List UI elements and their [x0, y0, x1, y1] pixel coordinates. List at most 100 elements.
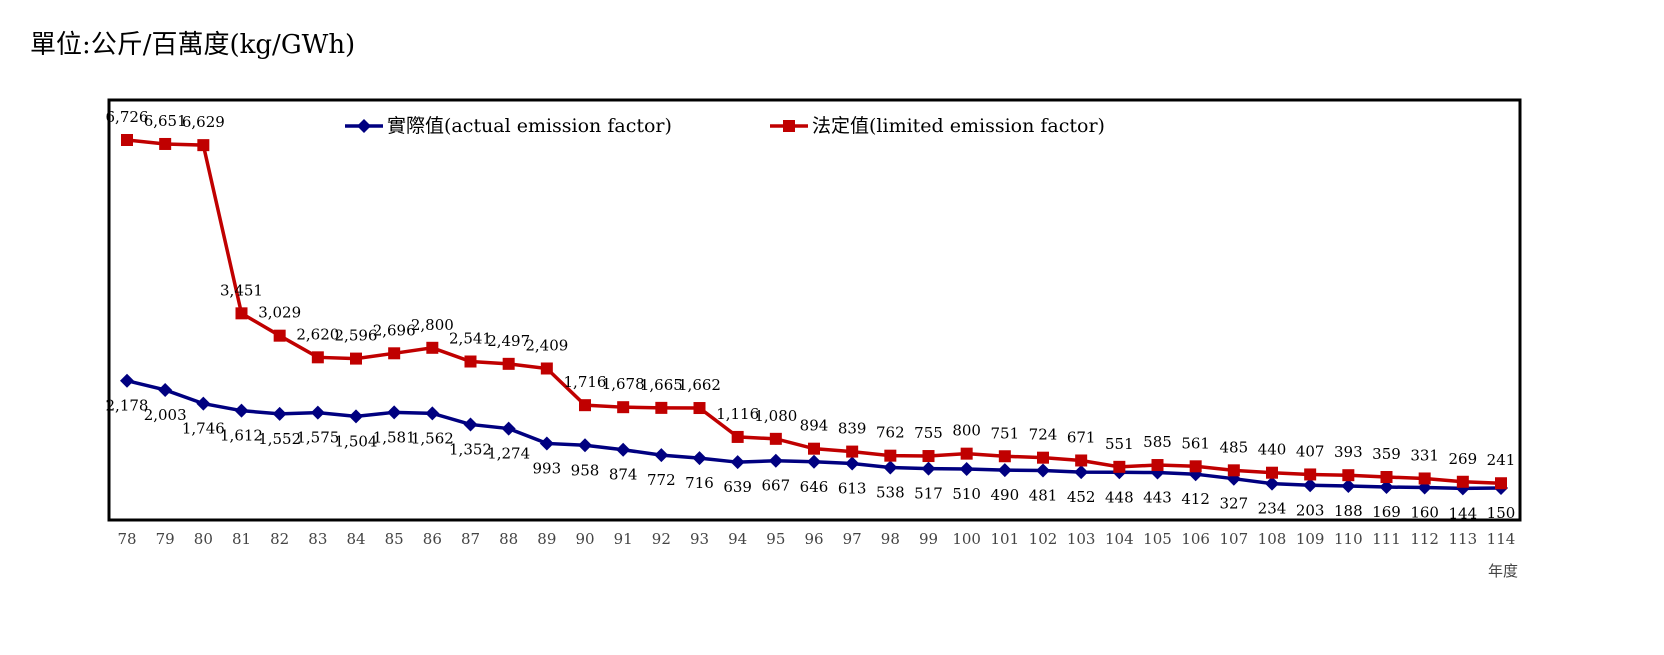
data-label: 1,080 [754, 407, 797, 425]
data-point [1456, 475, 1469, 488]
data-label: 585 [1143, 433, 1172, 451]
data-point [539, 436, 554, 451]
data-label: 2,800 [411, 316, 454, 334]
x-tick-label: 92 [652, 530, 671, 548]
x-tick-label: 102 [1029, 530, 1058, 548]
legend-label: 法定值(limited emission factor) [812, 115, 1105, 137]
data-point [235, 307, 248, 320]
data-point [234, 403, 249, 418]
x-tick-label: 82 [270, 530, 289, 548]
data-label: 169 [1372, 503, 1401, 521]
data-label: 724 [1029, 426, 1058, 444]
data-label: 6,726 [106, 108, 149, 126]
data-label: 1,581 [373, 428, 416, 446]
data-label: 667 [762, 477, 791, 495]
data-label: 1,575 [296, 429, 339, 447]
data-label: 671 [1067, 428, 1096, 446]
x-tick-label: 90 [575, 530, 594, 548]
data-label: 1,665 [640, 376, 683, 394]
data-label: 510 [952, 485, 981, 503]
data-label: 1,612 [220, 427, 263, 445]
data-point [1418, 472, 1431, 485]
data-point [845, 456, 860, 471]
x-tick-label: 93 [690, 530, 709, 548]
data-label: 1,716 [564, 373, 607, 391]
data-label: 327 [1220, 495, 1249, 513]
data-label: 6,629 [182, 113, 225, 131]
x-tick-label: 108 [1258, 530, 1287, 548]
data-point [273, 329, 286, 342]
data-point [1380, 470, 1393, 483]
x-axis-label: 年度 [1488, 562, 1518, 580]
data-point [197, 139, 210, 152]
x-tick-label: 78 [117, 530, 136, 548]
x-tick-label: 112 [1410, 530, 1439, 548]
data-label: 188 [1334, 502, 1363, 520]
data-point [196, 396, 211, 411]
data-label: 2,409 [525, 336, 568, 354]
data-label: 3,029 [258, 304, 301, 322]
data-point [272, 406, 287, 421]
x-tick-label: 87 [461, 530, 480, 548]
x-tick-label: 101 [991, 530, 1020, 548]
data-point [769, 432, 782, 445]
data-label: 2,696 [373, 321, 416, 339]
x-tick-label: 84 [346, 530, 365, 548]
data-label: 269 [1449, 450, 1478, 468]
data-point [540, 362, 553, 375]
data-point [1266, 466, 1278, 479]
data-label: 751 [991, 424, 1020, 442]
data-label: 646 [800, 478, 829, 496]
data-label: 407 [1296, 442, 1325, 460]
x-tick-label: 111 [1372, 530, 1401, 548]
data-label: 1,552 [258, 430, 301, 448]
data-point [120, 373, 134, 388]
data-point [693, 402, 706, 415]
data-label: 443 [1143, 489, 1172, 507]
data-label: 150 [1487, 504, 1516, 522]
data-label: 234 [1258, 500, 1287, 518]
data-label: 1,562 [411, 429, 454, 447]
data-point [310, 405, 325, 420]
data-point [1379, 480, 1394, 495]
legend-marker [783, 120, 795, 132]
data-point [807, 454, 821, 469]
data-point [616, 442, 631, 457]
data-label: 440 [1258, 441, 1287, 459]
data-point [349, 409, 363, 424]
data-label: 412 [1181, 490, 1210, 508]
x-tick-label: 104 [1105, 530, 1134, 548]
data-point [654, 448, 669, 463]
legend-marker [357, 119, 371, 133]
data-point [1074, 465, 1089, 480]
data-label: 755 [914, 424, 943, 442]
data-label: 639 [723, 478, 752, 496]
data-label: 874 [609, 466, 638, 484]
x-tick-label: 91 [614, 530, 633, 548]
data-point [846, 445, 859, 458]
data-label: 1,746 [182, 420, 225, 438]
data-label: 538 [876, 484, 905, 502]
data-label: 490 [991, 486, 1020, 504]
data-label: 894 [800, 417, 829, 435]
x-tick-label: 110 [1334, 530, 1363, 548]
data-point [159, 137, 172, 150]
data-label: 6,651 [144, 112, 187, 130]
data-label: 1,352 [449, 440, 492, 458]
data-label: 203 [1296, 501, 1325, 519]
x-tick-label: 83 [308, 530, 327, 548]
data-point [1036, 463, 1050, 478]
data-label: 359 [1372, 445, 1401, 463]
x-tick-label: 98 [881, 530, 900, 548]
data-point [960, 447, 973, 460]
data-label: 2,178 [106, 397, 149, 415]
data-point [158, 382, 173, 397]
data-point [692, 451, 707, 466]
data-point [921, 461, 936, 476]
x-tick-label: 89 [537, 530, 556, 548]
data-label: 993 [533, 459, 562, 477]
data-point [730, 455, 745, 470]
data-point [1342, 469, 1355, 482]
legend-label: 實際值(actual emission factor) [387, 115, 672, 137]
